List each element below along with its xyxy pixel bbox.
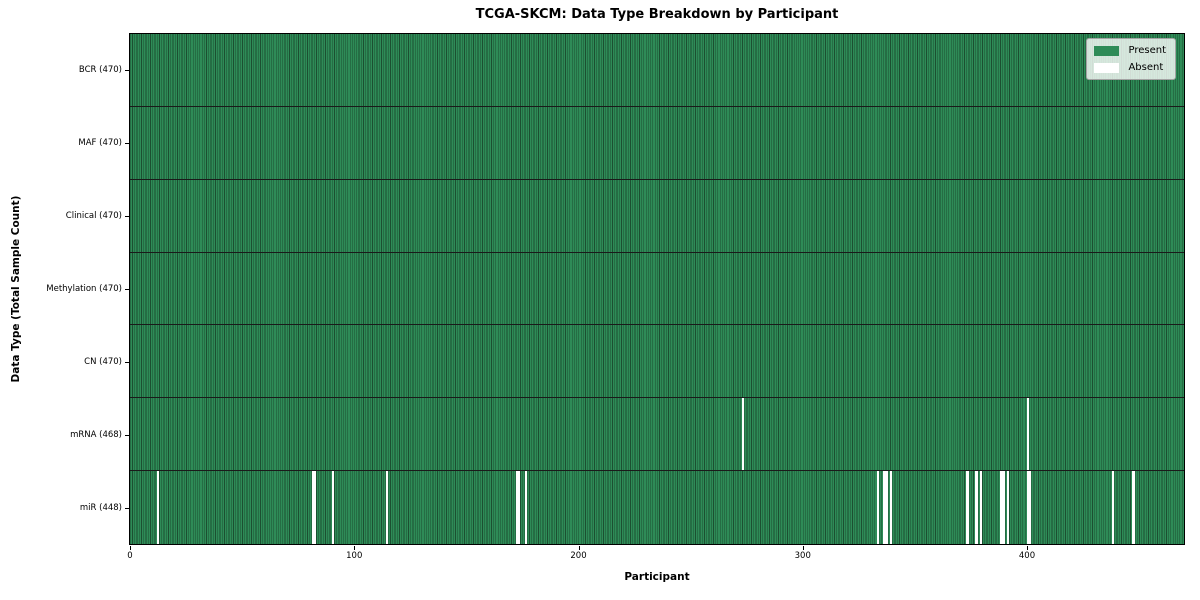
x-tick-label-0: 0 (127, 551, 133, 561)
x-tick-mark (802, 546, 804, 550)
absent-swatch (1094, 62, 1120, 73)
x-tick-label-100: 100 (346, 551, 363, 561)
absent-stripe (1000, 471, 1003, 544)
legend-entry-absent: Absent (1094, 62, 1166, 73)
y-tick-mark (125, 361, 129, 363)
x-tick-label-200: 200 (570, 551, 587, 561)
y-tick-mark (125, 70, 129, 72)
absent-stripe (1002, 471, 1005, 544)
absent-stripe (1029, 471, 1032, 544)
heatmap-row-mRNA (130, 398, 1184, 472)
x-axis-label: Participant (624, 571, 690, 583)
absent-stripe (890, 471, 893, 544)
x-tick-mark (1027, 546, 1029, 550)
heatmap-row-miR (130, 471, 1184, 544)
absent-stripe (975, 471, 978, 544)
present-swatch (1094, 45, 1120, 56)
y-tick-label-mRNA: mRNA (468) (70, 429, 122, 440)
heatmap-rows (130, 34, 1184, 544)
absent-stripe (515, 471, 518, 544)
heatmap-row-MAF (130, 106, 1184, 180)
absent-stripe (1112, 471, 1115, 544)
absent-stripe (742, 398, 745, 471)
heatmap-row-BCR (130, 34, 1184, 107)
y-tick-mark (125, 216, 129, 218)
y-tick-mark (125, 143, 129, 145)
absent-stripe (885, 471, 888, 544)
absent-stripe (966, 471, 969, 544)
y-tick-mark (125, 434, 129, 436)
x-tick-mark (130, 546, 131, 550)
y-tick-mark (125, 507, 129, 509)
y-tick-label-BCR: BCR (470) (78, 65, 122, 76)
absent-stripe (311, 471, 314, 544)
absent-stripe (979, 471, 983, 544)
absent-stripe (331, 471, 335, 544)
absent-stripe (1027, 471, 1030, 544)
absent-stripe (1132, 471, 1135, 544)
absent-stripe (883, 471, 886, 544)
absent-stripe (385, 471, 388, 544)
y-tick-label-miR: miR (448) (79, 502, 122, 513)
absent-stripe (517, 471, 521, 544)
heatmap-row-CN (130, 325, 1184, 399)
chart-title: TCGA-SKCM: Data Type Breakdown by Partic… (475, 7, 839, 22)
heatmap-row-Clinical (130, 179, 1184, 253)
x-tick-mark (354, 546, 356, 550)
heatmap-row-Methylation (130, 252, 1184, 326)
absent-stripe (524, 471, 527, 544)
plot-area: Present Absent (129, 33, 1185, 545)
absent-stripe (876, 471, 879, 544)
legend-label-absent: Absent (1128, 62, 1164, 73)
legend: Present Absent (1086, 38, 1176, 80)
x-tick-label-300: 300 (794, 551, 811, 561)
y-tick-label-MAF: MAF (470) (78, 138, 122, 149)
x-tick-mark (578, 546, 580, 550)
y-tick-mark (125, 289, 129, 290)
absent-stripe (313, 471, 317, 544)
absent-stripe (1027, 398, 1030, 471)
legend-entry-present: Present (1094, 45, 1166, 56)
x-tick-label-400: 400 (1018, 551, 1036, 561)
y-tick-label-Clinical: Clinical (470) (65, 211, 122, 222)
y-tick-label-CN: CN (470) (84, 356, 122, 367)
legend-label-present: Present (1128, 45, 1166, 56)
absent-stripe (1006, 471, 1010, 544)
absent-stripe (156, 471, 160, 544)
y-tick-label-Methylation: Methylation (470) (46, 284, 122, 294)
